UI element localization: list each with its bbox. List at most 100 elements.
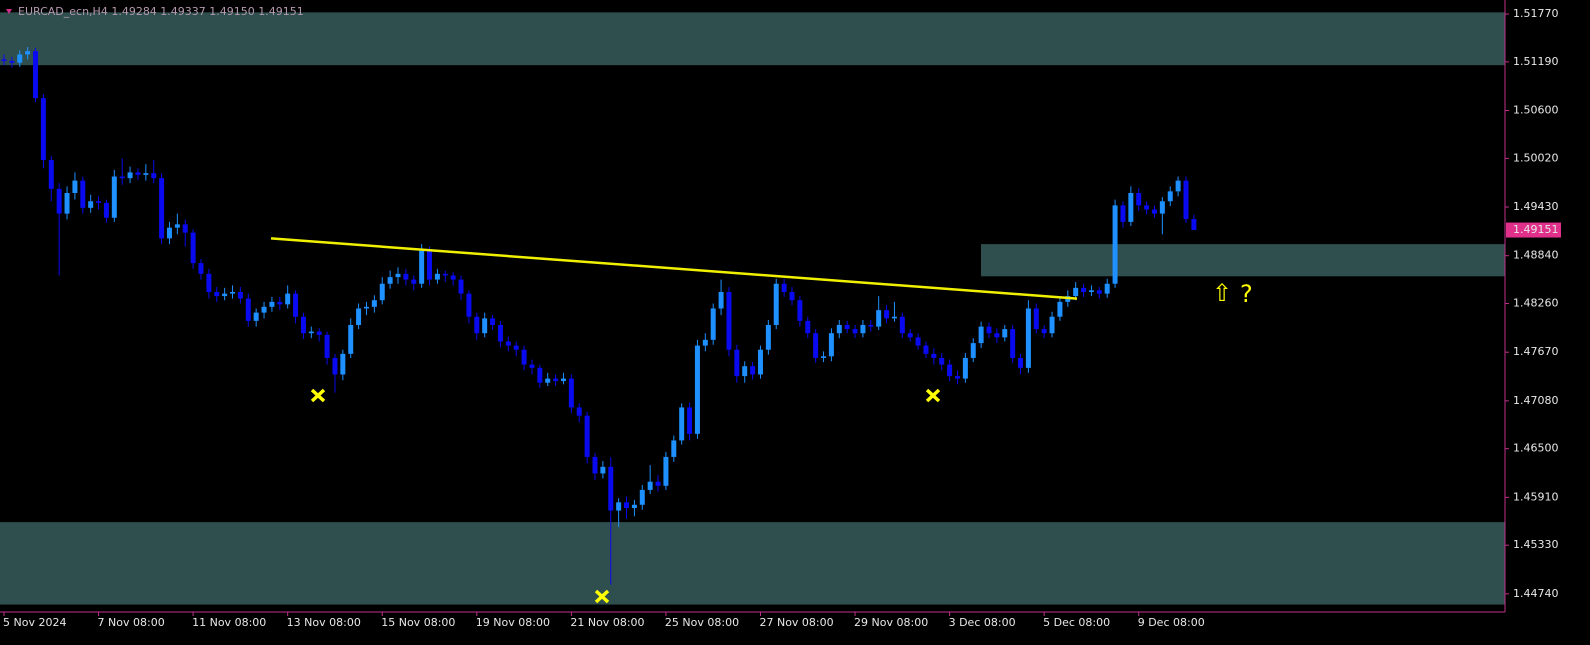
candle-body [1049,316,1055,334]
candle-body [962,357,968,379]
candle-body [773,283,779,325]
candle-body [576,407,582,416]
candle-body [899,316,905,334]
candle-body [742,366,748,377]
candle-body [17,54,23,63]
candle-body [978,326,984,344]
candle-body [261,306,267,313]
y-tick-label: 1.51770 [1513,7,1559,20]
candle-body [568,378,574,408]
candle-body [529,364,535,368]
candle-body [324,334,330,358]
candle-body [387,277,393,284]
candle-body [687,407,693,434]
candle-body [159,178,165,239]
y-tick-label: 1.45330 [1513,538,1559,551]
collapse-triangle[interactable] [6,9,12,14]
candle-body [1025,308,1031,368]
candle-body [182,224,188,233]
y-tick-label: 1.45910 [1513,490,1559,503]
candle-body [308,331,314,334]
candle-body [143,173,149,175]
x-tick-label: 5 Nov 2024 [3,616,66,629]
candle-body [151,173,157,179]
candle-body [671,440,677,457]
candle-body [1136,193,1142,206]
candle-body [1112,205,1118,284]
candle-body [72,180,78,194]
x-tick-label: 5 Dec 08:00 [1043,616,1110,629]
candle-body [1018,357,1024,368]
candle-body [371,300,377,307]
candle-body [490,318,496,325]
candle-body [813,333,819,358]
candle-body [25,51,31,55]
zones [0,12,1505,605]
candle-body [332,357,338,375]
candle-body [1167,191,1173,202]
candle-body [1128,193,1134,222]
candle-body [1151,209,1157,214]
candle-body [734,349,740,377]
candle-body [1120,205,1126,222]
chart-header: EURCAD_ecn,H4 1.49284 1.49337 1.49150 1.… [18,5,304,18]
candle-body [222,293,228,297]
candle-body [80,180,86,208]
candle-body [214,291,220,297]
candle-body [497,324,503,342]
candle-body [939,357,945,365]
candle-body [639,489,645,505]
candle-body [624,502,630,509]
candle-body [56,188,62,214]
candle-body [947,364,953,377]
y-tick-label: 1.50020 [1513,151,1559,164]
candle-body [135,172,141,175]
zone [0,522,1505,605]
candle-body [702,339,708,346]
candle-body [269,301,275,307]
candle-body [40,98,46,161]
candle-body [1057,301,1063,317]
candle-body [789,291,795,301]
candle-body [710,308,716,340]
candle-body [427,250,433,280]
candle-body [907,333,913,338]
y-tick-label: 1.47670 [1513,345,1559,358]
candle-body [876,310,882,327]
x-tick-label: 11 Nov 08:00 [192,616,266,629]
candle-body [9,61,15,63]
candle-body [647,481,653,490]
candle-body [1002,329,1008,338]
x-tick-label: 3 Dec 08:00 [949,616,1016,629]
candle-body [442,273,448,276]
y-tick-label: 1.49430 [1513,200,1559,213]
candle-body [277,301,283,305]
candle-body [1096,290,1102,294]
candle-body [458,279,464,294]
candle-body [48,160,54,189]
candle-body [726,291,732,350]
candle-body [206,273,212,292]
candle-body [103,202,109,218]
candle-body [655,481,661,486]
candle-body [994,333,1000,338]
candle-body [970,343,976,358]
candles [1,47,1197,585]
candle-body [915,337,921,346]
annotation-question: ? [1240,280,1253,308]
candle-body [379,283,385,301]
candle-body [1010,329,1016,358]
x-marker [310,388,326,403]
candle-body [694,345,700,434]
candle-body [821,356,827,358]
candle-body [245,298,251,321]
candle-body [560,378,566,382]
candle-body [781,283,787,292]
price-label-box [1506,222,1561,238]
candle-body [293,293,299,317]
candle-body [395,273,401,278]
candle-body [1081,287,1087,292]
candle-body [316,331,322,335]
